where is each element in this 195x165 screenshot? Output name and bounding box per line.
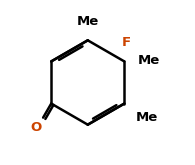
Text: F: F [122, 36, 131, 49]
Text: Me: Me [77, 15, 99, 28]
Text: Me: Me [136, 111, 158, 124]
Text: O: O [30, 121, 42, 134]
Text: Me: Me [138, 54, 160, 67]
